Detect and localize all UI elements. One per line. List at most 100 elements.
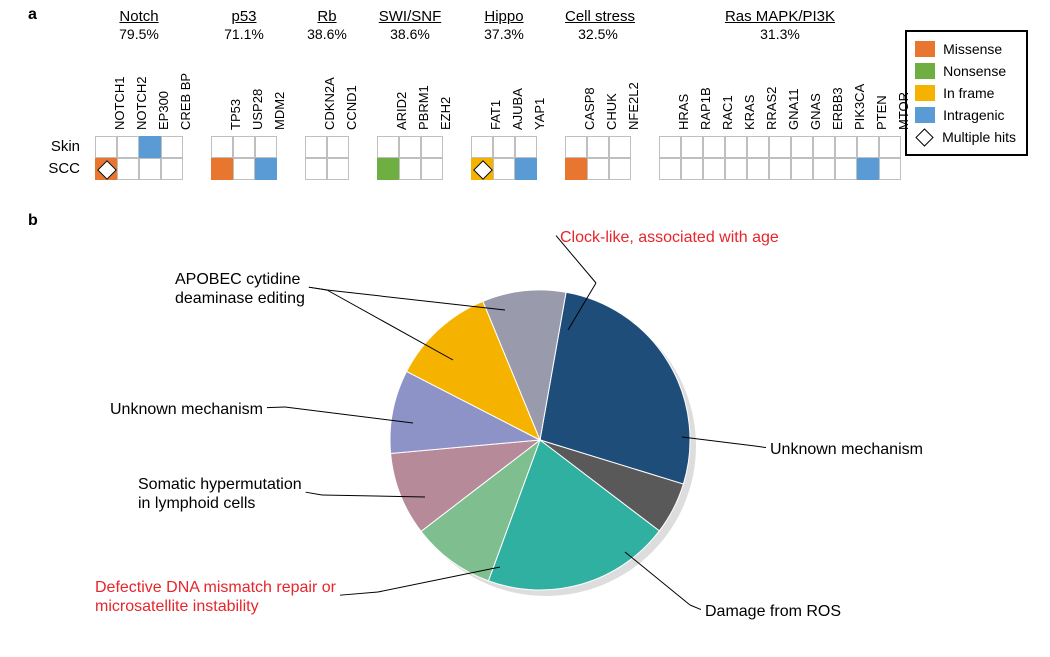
mutation-cell	[659, 136, 681, 158]
mutation-cell	[515, 158, 537, 180]
pathway-header: Rb38.6%	[305, 8, 349, 42]
pathway-header: p5371.1%	[211, 8, 277, 42]
figure: a b Notch79.5%NOTCH1NOTCH2EP300CREB BPp5…	[0, 0, 1050, 657]
leader-line	[285, 407, 413, 423]
pie-slice-label: Defective DNA mismatch repair ormicrosat…	[95, 578, 336, 616]
mutation-cell	[515, 136, 537, 158]
mutation-cell	[769, 158, 791, 180]
mutation-cell	[813, 136, 835, 158]
leader-line	[322, 495, 425, 497]
mutation-cell	[305, 158, 327, 180]
pie-slice-label: Somatic hypermutationin lymphoid cells	[138, 475, 302, 513]
legend-item: In frame	[915, 82, 1016, 104]
pathway-name: SWI/SNF	[377, 8, 443, 25]
mutation-cell	[587, 136, 609, 158]
mutation-cell	[835, 158, 857, 180]
pathway-header: SWI/SNF38.6%	[377, 8, 443, 42]
mutation-cell	[703, 158, 725, 180]
mutation-cell	[747, 158, 769, 180]
pathway-pct: 79.5%	[95, 26, 183, 42]
pathway-pct: 71.1%	[211, 26, 277, 42]
legend-swatch	[915, 63, 935, 79]
mutation-cell	[565, 136, 587, 158]
legend-swatch	[915, 85, 935, 101]
mutation-cell	[117, 136, 139, 158]
pie-slice	[421, 440, 540, 581]
legend-swatch	[915, 107, 935, 123]
pathway-pct: 31.3%	[659, 26, 901, 42]
pie-slice-label: APOBEC cytidinedeaminase editing	[175, 270, 305, 308]
mutation-cell	[835, 136, 857, 158]
leader-line	[755, 446, 766, 448]
mutation-cell	[117, 158, 139, 180]
gene-label: MDM2	[272, 92, 328, 130]
row-label: Skin	[40, 138, 80, 155]
gene-label: CREB BP	[178, 73, 234, 130]
pathway-pct: 37.3%	[471, 26, 537, 42]
pie-slice	[391, 440, 540, 531]
pathway-header: Hippo37.3%	[471, 8, 537, 42]
mutation-cell	[305, 136, 327, 158]
mutation-cell	[857, 136, 879, 158]
pie-slice	[483, 290, 566, 440]
legend-label: In frame	[943, 85, 994, 101]
mutation-cell	[791, 136, 813, 158]
gene-label: CCND1	[344, 85, 400, 130]
pathway-name: p53	[211, 8, 277, 25]
leader-line	[340, 592, 378, 595]
pathway-pct: 38.6%	[305, 26, 349, 42]
panel-a-label: a	[28, 6, 37, 24]
gene-label: YAP1	[532, 98, 588, 130]
pathway-name: Ras MAPK/PI3K	[659, 8, 901, 25]
leader-line	[327, 290, 505, 310]
leader-line	[625, 552, 690, 605]
mutation-cell	[421, 158, 443, 180]
pathway-name: Cell stress	[565, 8, 631, 25]
mutation-cell	[211, 136, 233, 158]
legend-item: Missense	[915, 38, 1016, 60]
mutation-cell	[161, 158, 183, 180]
mutation-cell	[747, 136, 769, 158]
mutation-cell	[139, 136, 161, 158]
pie-slice	[407, 301, 540, 440]
mutation-cell	[769, 136, 791, 158]
mutation-cell	[471, 136, 493, 158]
mutation-cell	[377, 158, 399, 180]
gene-label: EZH2	[438, 97, 494, 130]
mutation-cell	[255, 158, 277, 180]
legend: MissenseNonsenseIn frameIntragenicMultip…	[905, 30, 1028, 156]
mutation-cell	[421, 136, 443, 158]
mutation-cell	[659, 158, 681, 180]
pathway-pct: 38.6%	[377, 26, 443, 42]
mutation-cell	[609, 158, 631, 180]
pie-slice	[540, 292, 690, 484]
legend-label: Multiple hits	[942, 129, 1016, 145]
pie-slice-label: Damage from ROS	[705, 602, 841, 621]
leader-line	[309, 287, 327, 290]
mutation-cell	[493, 136, 515, 158]
mutation-cell	[327, 158, 349, 180]
pie-slice-label: Unknown mechanism	[770, 440, 923, 459]
mutation-cell	[399, 158, 421, 180]
leader-line	[378, 567, 500, 592]
mutation-cell	[725, 136, 747, 158]
pie-slice-label: Unknown mechanism	[110, 400, 263, 419]
leader-line	[690, 605, 701, 610]
legend-swatch	[915, 41, 935, 57]
mutation-cell	[233, 158, 255, 180]
panel-b-label: b	[28, 212, 38, 230]
panel-a: Notch79.5%NOTCH1NOTCH2EP300CREB BPp5371.…	[45, 8, 1025, 188]
mutation-cell	[703, 136, 725, 158]
mutation-cell	[813, 158, 835, 180]
pathway-name: Notch	[95, 8, 183, 25]
mutation-cell	[95, 136, 117, 158]
pie-slice	[390, 371, 540, 453]
pie-slice-label: Clock-like, associated with age	[560, 228, 779, 247]
mutation-cell	[377, 136, 399, 158]
mutation-cell	[211, 158, 233, 180]
mutation-cell	[681, 136, 703, 158]
legend-item: Multiple hits	[915, 126, 1016, 148]
legend-label: Nonsense	[943, 63, 1006, 79]
mutation-cell	[725, 158, 747, 180]
leader-line	[682, 437, 755, 446]
